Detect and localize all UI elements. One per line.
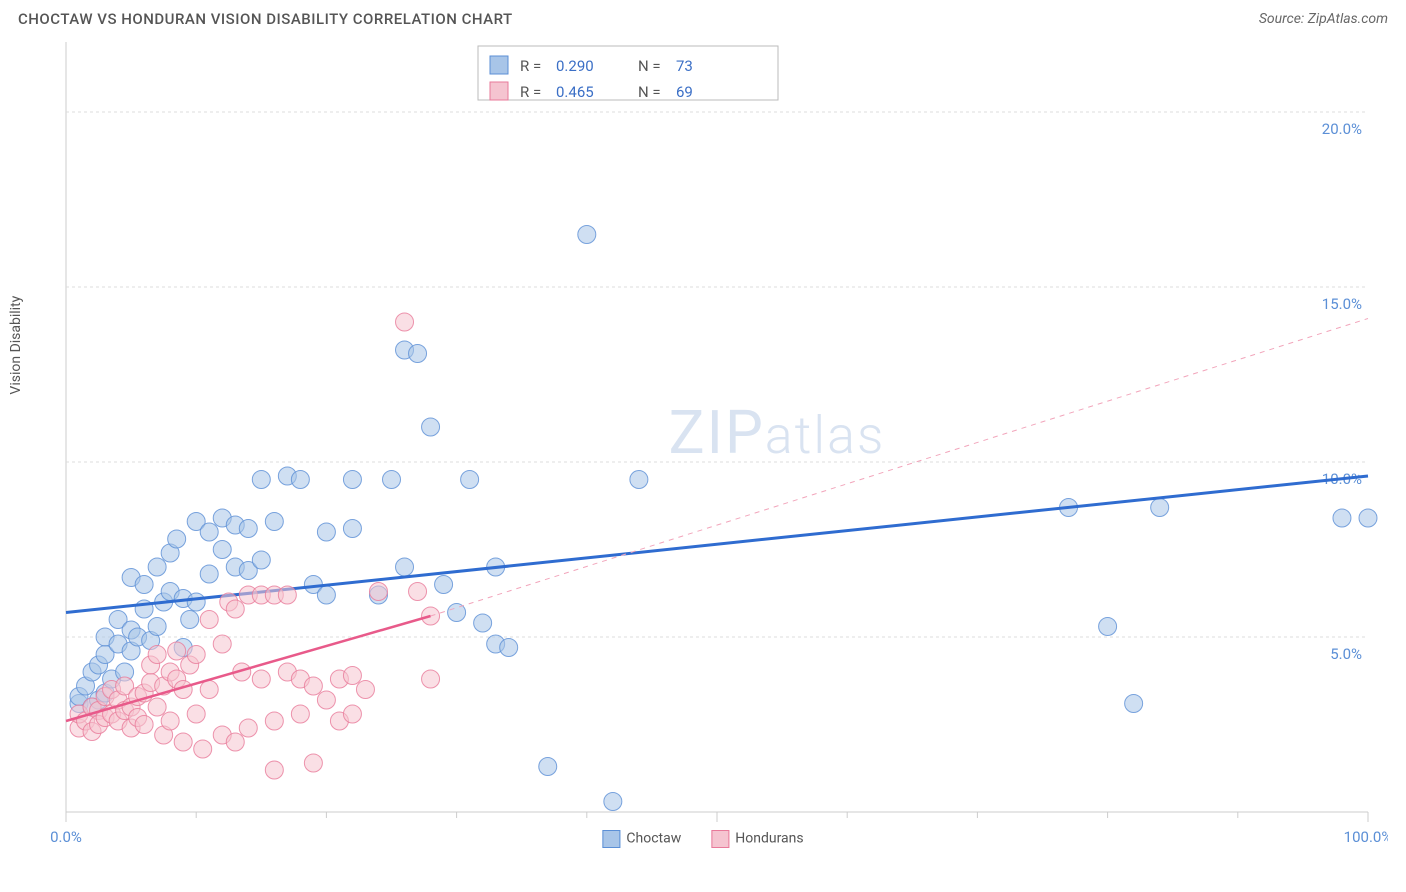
data-point [409,583,427,601]
data-point [181,611,199,629]
data-point [148,698,166,716]
bottom-legend: Choctaw Hondurans [602,830,803,848]
watermark: ZIPatlas [669,397,886,468]
legend-swatch [490,82,508,100]
legend-n-label: N = [638,83,661,101]
data-point [187,646,205,664]
data-point [461,471,479,489]
data-point [265,761,283,779]
data-point [500,639,518,657]
data-point [604,793,622,811]
data-point [343,705,361,723]
data-point [200,681,218,699]
legend-swatch [711,830,729,848]
data-point [200,523,218,541]
x-tick-label: 0.0% [50,828,82,846]
data-point [278,586,296,604]
header: CHOCTAW VS HONDURAN VISION DISABILITY CO… [0,0,1406,34]
data-point [135,716,153,734]
data-point [168,530,186,548]
data-point [226,600,244,618]
data-point [1333,509,1351,527]
data-point [1125,695,1143,713]
y-tick-label: 5.0% [1330,645,1362,663]
data-point [356,681,374,699]
data-point [148,558,166,576]
y-tick-label: 20.0% [1322,120,1362,138]
data-point [252,471,270,489]
data-point [213,541,231,559]
data-point [578,226,596,244]
data-point [200,611,218,629]
data-point [630,471,648,489]
legend-r-label: R = [520,57,541,75]
data-point [148,646,166,664]
data-point [265,513,283,531]
legend-r-label: R = [520,83,541,101]
legend-item: Hondurans [711,830,803,848]
legend-swatch [602,830,620,848]
data-point [168,642,186,660]
data-point [187,705,205,723]
data-point [148,618,166,636]
source-label: Source: ZipAtlas.com [1259,11,1388,27]
legend-r-value: 0.290 [556,57,594,75]
legend-label: Hondurans [735,831,803,847]
data-point [213,635,231,653]
data-point [422,670,440,688]
data-point [304,754,322,772]
data-point [369,583,387,601]
data-point [1151,499,1169,517]
data-point [317,691,335,709]
data-point [383,471,401,489]
data-point [252,670,270,688]
data-point [1359,509,1377,527]
data-point [396,313,414,331]
data-point [304,677,322,695]
data-point [200,565,218,583]
legend-r-value: 0.465 [556,83,594,101]
data-point [396,558,414,576]
data-point [409,345,427,363]
trend-line-dashed [431,319,1368,617]
data-point [187,593,205,611]
data-point [317,586,335,604]
data-point [135,576,153,594]
data-point [291,705,309,723]
data-point [343,471,361,489]
data-point [161,712,179,730]
data-point [343,520,361,538]
data-point [422,418,440,436]
chart-title: CHOCTAW VS HONDURAN VISION DISABILITY CO… [18,10,513,28]
data-point [239,719,257,737]
legend-item: Choctaw [602,830,681,848]
data-point [1099,618,1117,636]
data-point [265,712,283,730]
data-point [539,758,557,776]
data-point [343,667,361,685]
legend-n-value: 73 [676,57,693,75]
chart-container: Vision Disability 5.0%10.0%15.0%20.0%0.0… [18,34,1388,854]
data-point [474,614,492,632]
data-point [435,576,453,594]
data-point [291,471,309,489]
data-point [239,520,257,538]
legend-n-label: N = [638,57,661,75]
legend-label: Choctaw [626,831,681,847]
data-point [317,523,335,541]
data-point [174,733,192,751]
legend-n-value: 69 [676,83,693,101]
legend-swatch [490,56,508,74]
y-axis-label: Vision Disability [8,296,24,395]
y-tick-label: 15.0% [1322,295,1362,313]
data-point [252,551,270,569]
data-point [194,740,212,758]
scatter-chart: 5.0%10.0%15.0%20.0%0.0%100.0%ZIPatlasR =… [18,34,1388,854]
x-tick-label: 100.0% [1344,828,1388,846]
data-point [226,733,244,751]
